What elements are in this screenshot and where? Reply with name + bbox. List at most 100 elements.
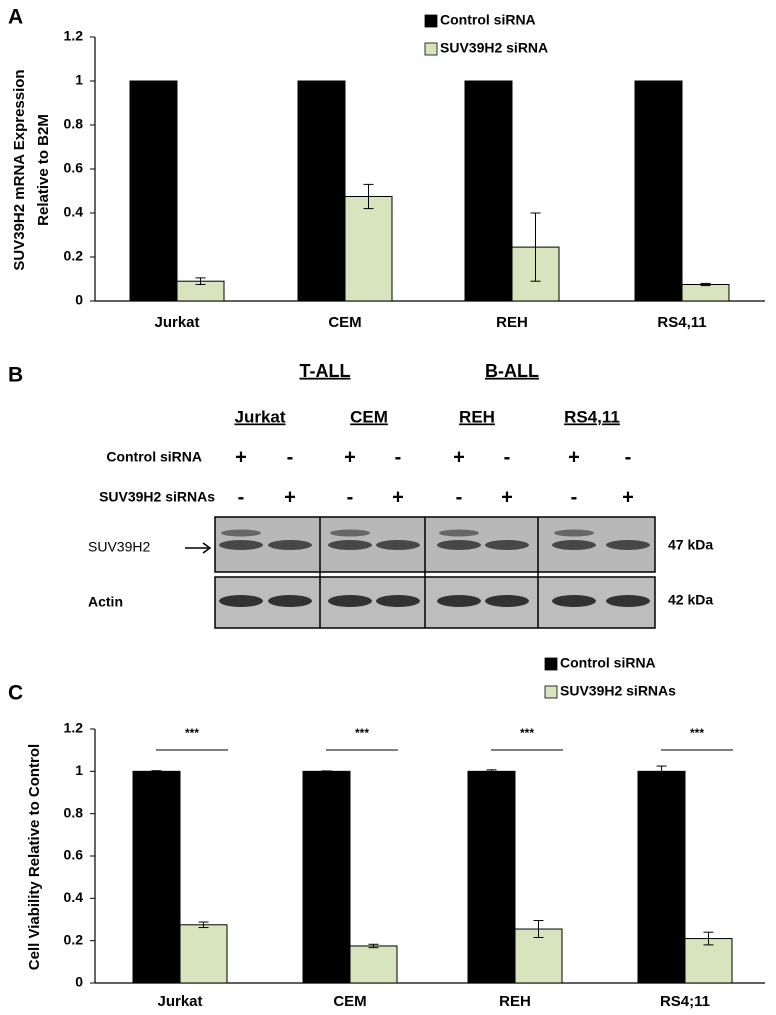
treatment-sign: + xyxy=(453,446,465,468)
bar xyxy=(467,770,516,984)
group-label: B-ALL xyxy=(485,361,539,381)
band xyxy=(219,540,263,550)
cell-line-label: CEM xyxy=(350,407,388,426)
error-bar xyxy=(195,277,206,285)
y-tick-label: 0 xyxy=(75,292,83,308)
significance-label: *** xyxy=(185,726,199,740)
band xyxy=(437,595,481,607)
treatment-sign: + xyxy=(501,486,513,508)
y-axis-label: Relative to B2M xyxy=(35,114,52,226)
band xyxy=(439,529,479,537)
treatment-sign: + xyxy=(284,486,296,508)
y-axis-label: SUV39H2 mRNA Expression xyxy=(11,69,28,270)
treatment-sign: + xyxy=(392,486,404,508)
treatment-sign: - xyxy=(504,446,511,468)
y-tick-label: 0.4 xyxy=(64,889,84,905)
bar xyxy=(349,945,398,984)
y-tick-label: 1 xyxy=(75,762,83,778)
band xyxy=(554,529,594,537)
band xyxy=(376,595,420,607)
panel-label: A xyxy=(8,6,23,29)
y-tick-label: 0.8 xyxy=(64,116,84,132)
significance-label: *** xyxy=(355,726,369,740)
treatment-sign: + xyxy=(568,446,580,468)
y-tick-label: 1.2 xyxy=(64,28,84,44)
band xyxy=(268,595,312,607)
legend-label: Control siRNA xyxy=(560,655,656,671)
y-tick-label: 0.6 xyxy=(64,847,84,863)
legend-label: Control siRNA xyxy=(440,12,536,28)
legend-label: SUV39H2 siRNA xyxy=(440,40,548,56)
treatment-sign: - xyxy=(571,486,578,508)
error-bar xyxy=(151,770,162,773)
error-bar xyxy=(363,183,374,210)
group-label: T-ALL xyxy=(300,361,351,381)
error-bar xyxy=(368,943,379,949)
y-tick-label: 0.4 xyxy=(64,204,84,220)
row-label: Actin xyxy=(88,594,123,610)
treatment-sign: - xyxy=(395,446,402,468)
band xyxy=(552,595,596,607)
bar xyxy=(684,938,733,984)
y-tick-label: 1.2 xyxy=(64,720,84,736)
y-tick-label: 1 xyxy=(75,72,83,88)
cell-line-label: Jurkat xyxy=(234,407,285,426)
x-tick-label: Jurkat xyxy=(154,314,199,331)
error-bar xyxy=(486,769,497,774)
band xyxy=(376,540,420,550)
legend-swatch xyxy=(544,657,558,671)
treatment-sign: + xyxy=(235,446,247,468)
significance-label: *** xyxy=(690,726,704,740)
x-tick-label: REH xyxy=(499,993,531,1010)
significance-label: *** xyxy=(520,726,534,740)
panel-label: B xyxy=(8,364,23,387)
error-bar xyxy=(321,770,332,773)
arrow-head xyxy=(202,542,212,554)
y-axis-label: Cell Viability Relative to Control xyxy=(26,744,43,970)
band xyxy=(268,540,312,550)
treatment-label: SUV39H2 siRNAs xyxy=(99,489,215,505)
treatment-sign: - xyxy=(238,486,245,508)
bar xyxy=(302,770,351,984)
band xyxy=(221,529,261,537)
bar xyxy=(634,80,683,302)
bar xyxy=(132,770,181,984)
band xyxy=(330,529,370,537)
x-tick-label: RS4;11 xyxy=(660,993,710,1010)
y-tick-label: 0.6 xyxy=(64,160,84,176)
legend-swatch xyxy=(424,14,438,28)
row-label: SUV39H2 xyxy=(88,539,150,555)
error-bar xyxy=(703,931,714,946)
band xyxy=(606,540,650,550)
error-bar xyxy=(656,765,667,778)
error-bar xyxy=(198,921,209,929)
y-tick-label: 0.2 xyxy=(64,248,84,264)
bar xyxy=(129,80,178,302)
treatment-sign: - xyxy=(625,446,632,468)
bar xyxy=(637,770,686,984)
bar xyxy=(179,924,228,984)
bar xyxy=(464,80,513,302)
bar xyxy=(297,80,346,302)
size-label: 42 kDa xyxy=(668,592,713,608)
y-tick-label: 0 xyxy=(75,974,83,990)
x-tick-label: REH xyxy=(496,314,528,331)
band xyxy=(328,540,372,550)
band xyxy=(437,540,481,550)
bar xyxy=(344,196,393,302)
cell-line-label: REH xyxy=(459,407,495,426)
legend-swatch xyxy=(544,685,558,699)
band xyxy=(552,540,596,550)
y-tick-label: 0.2 xyxy=(64,931,84,947)
error-bar xyxy=(530,212,541,282)
band xyxy=(485,540,529,550)
size-label: 47 kDa xyxy=(668,537,713,553)
treatment-sign: - xyxy=(287,446,294,468)
band xyxy=(219,595,263,607)
treatment-sign: - xyxy=(456,486,463,508)
x-tick-label: CEM xyxy=(328,314,361,331)
band xyxy=(328,595,372,607)
x-tick-label: Jurkat xyxy=(157,993,202,1010)
y-tick-label: 0.8 xyxy=(64,804,84,820)
